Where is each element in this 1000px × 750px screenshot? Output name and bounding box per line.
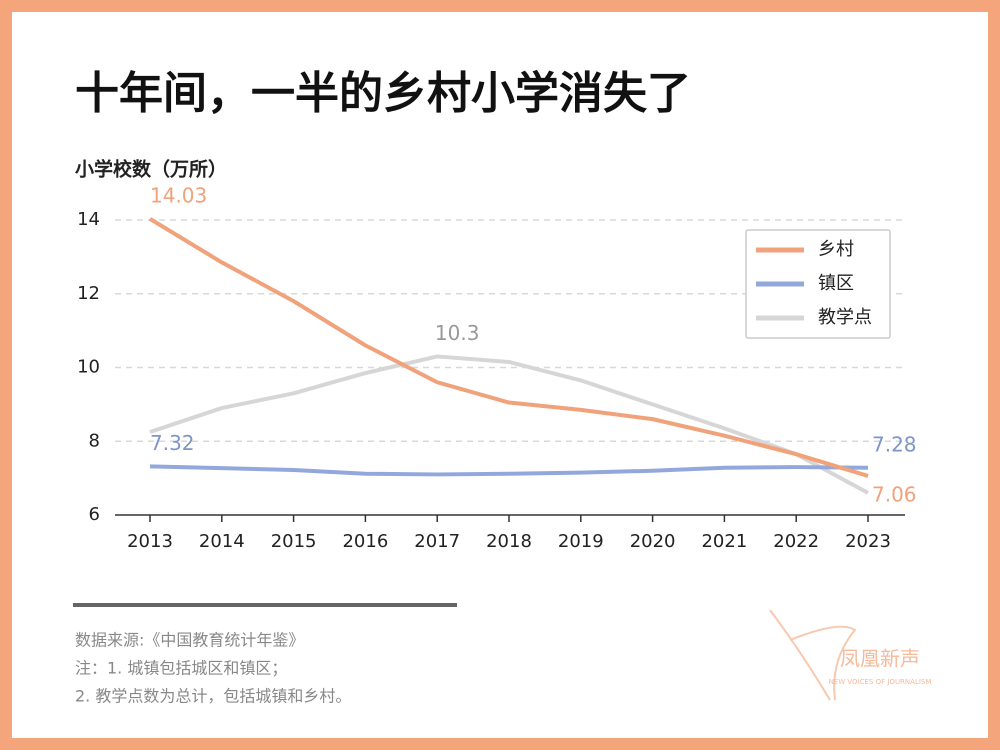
x-tick-label: 2016 [342, 531, 388, 552]
y-tick-label: 14 [77, 209, 100, 230]
x-tick-label: 2014 [199, 531, 245, 552]
x-tick-label: 2017 [414, 531, 460, 552]
data-label: 7.28 [872, 432, 917, 456]
series-line [149, 354, 869, 495]
y-tick-label: 8 [89, 430, 100, 451]
x-tick-label: 2015 [271, 531, 317, 552]
x-tick-label: 2023 [845, 531, 891, 552]
legend-label: 教学点 [818, 307, 872, 328]
x-tick-label: 2018 [486, 531, 532, 552]
legend-label: 镇区 [818, 273, 854, 294]
y-tick-label: 10 [77, 357, 100, 378]
series-line [149, 464, 869, 477]
x-tick-label: 2019 [558, 531, 604, 552]
y-tick-label: 12 [77, 283, 100, 304]
logo-sub: NEW VOICES OF JOURNALISM [829, 678, 932, 686]
legend-label: 乡村 [818, 239, 854, 260]
x-tick-label: 2022 [773, 531, 819, 552]
chart-title: 十年间，一半的乡村小学消失了 [75, 68, 691, 119]
data-label: 7.06 [872, 482, 917, 506]
note: 注：1. 城镇包括城区和镇区； [75, 659, 287, 678]
data-label: 14.03 [150, 183, 207, 207]
x-tick-label: 2020 [630, 531, 676, 552]
data-label: 10.3 [435, 321, 480, 345]
card [12, 12, 988, 738]
legend-box [745, 229, 891, 339]
x-tick-label: 2013 [127, 531, 173, 552]
x-tick-label: 2021 [701, 531, 747, 552]
data-label: 7.32 [150, 431, 195, 455]
y-axis-label: 小学校数（万所） [75, 158, 227, 181]
series-line [148, 217, 869, 478]
logo: 凤凰新声 [840, 647, 920, 671]
logo-icon [769, 609, 857, 701]
note: 2. 教学点数为总计，包括城镇和乡村。 [75, 687, 351, 706]
source: 数据来源:《中国教育统计年鉴》 [75, 631, 304, 650]
y-tick-label: 6 [89, 504, 100, 525]
